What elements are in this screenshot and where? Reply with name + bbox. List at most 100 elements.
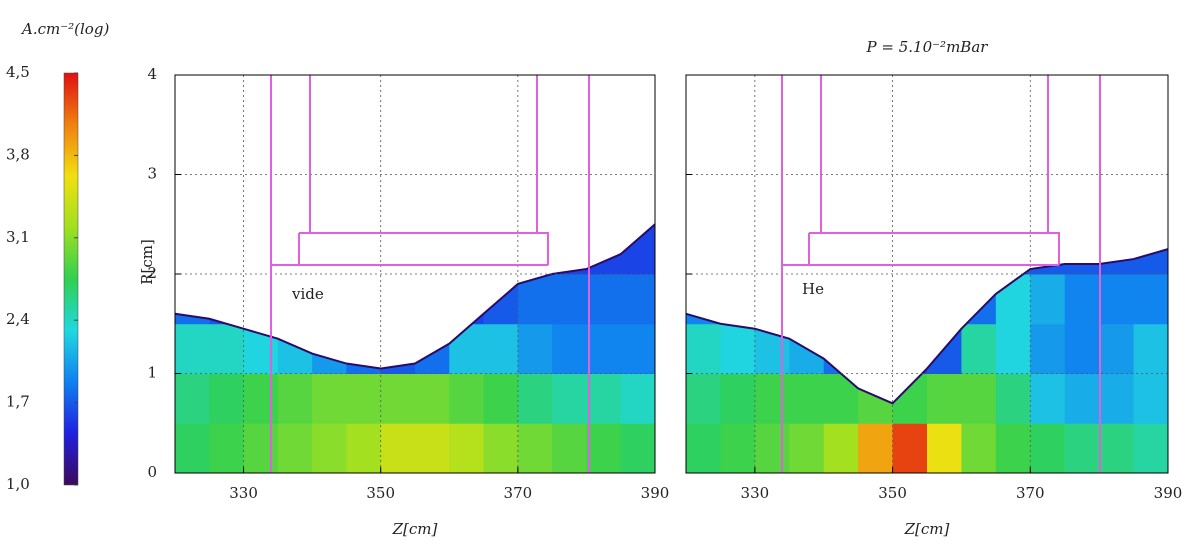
heatmap-cell (892, 274, 928, 325)
heatmap-cell (789, 423, 825, 473)
heatmap-cell (243, 224, 279, 275)
y-tick-label: 1 (147, 364, 157, 382)
annotation: He (802, 280, 824, 298)
heatmap-cell (927, 249, 962, 275)
colorbar-tick-label: 3,1 (6, 228, 30, 246)
heatmap-cell (1064, 323, 1100, 374)
colorbar-tick-label: 1,7 (6, 393, 30, 411)
heatmap-cell (927, 373, 962, 424)
heatmap-cell (380, 423, 416, 473)
heatmap-cell (175, 373, 210, 424)
heatmap-cell (823, 373, 859, 424)
heatmap-cell (754, 323, 790, 374)
heatmap-cell (552, 323, 587, 374)
heatmap-cell (1133, 274, 1168, 325)
x-tick-label: 370 (504, 484, 533, 502)
heatmap-cell (754, 373, 790, 424)
heatmap-cell (892, 423, 928, 473)
heatmap-cell (517, 373, 553, 424)
heatmap-cell (415, 323, 450, 374)
heatmap-cell (209, 274, 245, 325)
heatmap-cell (620, 323, 655, 374)
heatmap-cell (789, 249, 825, 275)
x-tick-label: 350 (366, 484, 395, 502)
x-tick-label: 330 (741, 484, 770, 502)
heatmap-cell (858, 274, 894, 325)
heatmap-cell (995, 323, 1031, 374)
heatmap-cell (483, 224, 519, 275)
heatmap-cell (823, 274, 859, 325)
heatmap-cell (823, 423, 859, 473)
heatmap-cell (1030, 423, 1066, 473)
heatmap (686, 249, 1168, 473)
heatmap-cell (1099, 423, 1135, 473)
colorbar-tick-label: 3,8 (6, 145, 30, 163)
heatmap-cell (686, 323, 721, 374)
heatmap-cell (995, 423, 1031, 473)
colorbar-tick-label: 1,0 (6, 475, 30, 493)
heatmap-cell (1064, 373, 1100, 424)
heatmap-cell (586, 274, 622, 325)
heatmap-cell (961, 373, 997, 424)
heatmap-cell (415, 423, 450, 473)
heatmap-cell (277, 373, 313, 424)
heatmap-cell (1133, 423, 1168, 473)
heatmap-cell (1133, 249, 1168, 275)
heatmap-cell (995, 373, 1031, 424)
heatmap-cell (858, 423, 894, 473)
heatmap-cell (449, 323, 485, 374)
heatmap-cell (1030, 274, 1066, 325)
electrode-outline (270, 75, 590, 473)
x-tick-label: 350 (878, 484, 907, 502)
heatmap-cell (720, 373, 756, 424)
heatmap-cell (858, 323, 894, 374)
heatmap-cell (312, 373, 347, 424)
heatmap-cell (620, 373, 655, 424)
heatmap-cell (892, 249, 928, 275)
colorbar-tick-label: 4,5 (6, 63, 30, 81)
heatmap-cell (754, 423, 790, 473)
heatmap-cell (961, 249, 997, 275)
heatmap-cell (1030, 323, 1066, 374)
x-tick-label: 390 (641, 484, 670, 502)
heatmap-cell (346, 423, 382, 473)
y-tick-label: 0 (147, 463, 157, 481)
heatmap-cell (277, 224, 313, 275)
heatmap-cell (823, 323, 859, 374)
heatmap-cell (243, 373, 279, 424)
heatmap-cell (312, 423, 347, 473)
heatmap-cell (449, 224, 485, 275)
heatmap-cell (1030, 373, 1066, 424)
heatmap-cell (720, 323, 756, 374)
heatmap-cell (686, 274, 721, 325)
heatmap-cell (961, 323, 997, 374)
heatmap-cell (449, 373, 485, 424)
heatmap-cell (720, 423, 756, 473)
heatmap-cell (312, 323, 347, 374)
heatmap-cell (1099, 323, 1135, 374)
heatmap-cell (415, 274, 450, 325)
heatmap-cell (754, 249, 790, 275)
heatmap-cell (552, 224, 587, 275)
heatmap-cell (789, 373, 825, 424)
heatmap-cell (175, 423, 210, 473)
heatmap-cell (175, 323, 210, 374)
heatmap-cell (483, 373, 519, 424)
heatmap-cell (1064, 249, 1100, 275)
heatmap-cell (346, 224, 382, 275)
heatmap-cell (1133, 323, 1168, 374)
y-tick-label: 2 (147, 264, 157, 282)
heatmap-cell (892, 323, 928, 374)
heatmap-cell (209, 323, 245, 374)
x-axis-label: Z[cm] (392, 520, 438, 538)
heatmap-cell (209, 224, 245, 275)
y-tick-label: 3 (147, 165, 157, 183)
heatmap-cell (858, 373, 894, 424)
heatmap-cell (754, 274, 790, 325)
heatmap-cell (552, 274, 587, 325)
heatmap-cell (312, 224, 347, 275)
y-tick-label: 4 (147, 65, 157, 83)
heatmap-cell (552, 423, 587, 473)
heatmap-cell (380, 224, 416, 275)
